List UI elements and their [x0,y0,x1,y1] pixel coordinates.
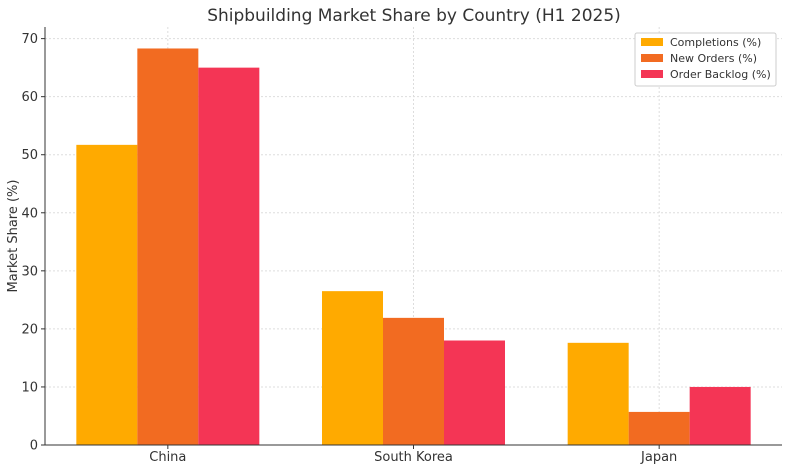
legend-swatch [641,54,663,62]
y-tick-label: 40 [21,206,38,221]
y-tick-label: 50 [21,148,38,163]
bar-completions-south-korea [322,291,383,445]
legend-swatch [641,70,663,78]
x-tick-label: China [149,450,186,465]
bar-order-backlog-japan [689,386,751,445]
y-tick-label: 70 [21,32,38,47]
x-tick-label: South Korea [374,450,453,465]
bar-order-backlog-south-korea [444,340,505,445]
bar-new-orders-south-korea [383,317,444,445]
bar-completions-china [76,144,138,445]
y-axis-label: Market Share (%) [6,180,21,293]
x-tick-label: Japan [640,450,677,465]
legend-box [634,32,777,87]
y-tick-label: 10 [21,380,38,395]
bar-new-orders-japan [628,411,690,445]
bar-completions-japan [567,342,629,445]
y-tick-label: 20 [21,322,38,337]
legend-swatch [641,38,663,46]
legend-label: Completions (%) [670,36,761,49]
y-tick-label: 30 [21,264,38,279]
y-tick-label: 0 [30,439,38,454]
legend: Completions (%) New Orders (%) Order Backl… [634,32,777,87]
y-tick-label: 60 [21,90,38,105]
bar-order-backlog-china [198,67,260,445]
bar-new-orders-china [137,48,199,445]
legend-label: New Orders (%) [670,52,757,65]
chart-title: Shipbuilding Market Share by Country (H1… [207,6,621,26]
legend-label: Order Backlog (%) [670,68,771,81]
